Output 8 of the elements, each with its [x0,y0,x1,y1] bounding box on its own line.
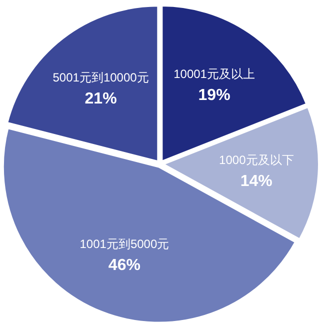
slice-label: 5001元到10000元 [52,70,149,85]
data-label: 14% [240,173,272,190]
data-label: 21% [84,90,117,108]
data-label: 19% [198,87,230,104]
data-label: 46% [108,256,140,274]
slice-label: 1001元到5000元 [80,236,170,251]
slice-label: 1000元及以下 [219,153,294,168]
slice-label: 10001元及以上 [174,67,255,82]
